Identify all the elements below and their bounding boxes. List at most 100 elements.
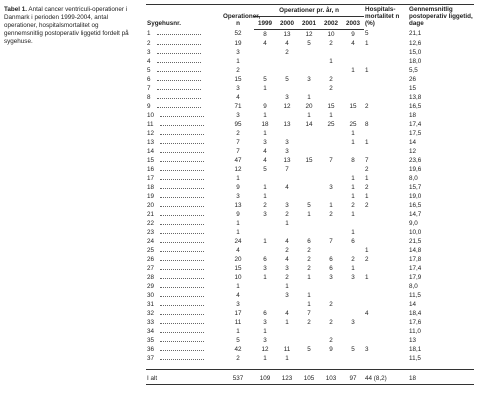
- year-2002: [320, 219, 342, 228]
- year-1999: 1: [263, 273, 267, 281]
- mortality: [364, 219, 408, 228]
- year-2000: 4: [285, 183, 289, 191]
- year-2001: [298, 84, 320, 93]
- hospital-cell: 23: [146, 228, 222, 237]
- table-row: 22 1 1 9,0: [146, 219, 474, 228]
- year-2002: [320, 327, 342, 336]
- hospital-nr: 24: [147, 237, 155, 245]
- header-operations: Operationer, n: [222, 4, 260, 29]
- year-2003: 1: [351, 264, 355, 272]
- total-operations: 537: [222, 368, 254, 385]
- header-mortality: Hospitals- mortalitet n (%): [364, 4, 409, 29]
- operations: 42: [234, 345, 242, 353]
- year-2001: 1: [307, 291, 311, 299]
- year-1999: [254, 228, 276, 237]
- year-2003: [342, 300, 364, 309]
- year-2000: 4: [285, 39, 289, 47]
- year-2001: 2: [307, 255, 311, 263]
- year-2003: 3: [351, 273, 355, 281]
- mortality: [364, 228, 408, 237]
- mortality: [364, 57, 408, 66]
- year-2001: [298, 57, 320, 66]
- mortality: [364, 93, 408, 102]
- table-row: 10 3 1 1 1 18: [146, 111, 474, 120]
- stay: 26: [409, 75, 417, 83]
- year-1999: 1: [263, 237, 267, 245]
- operations: 71: [234, 102, 242, 110]
- mortality: 1: [365, 246, 369, 254]
- table-row: 12 2 1 1 17,5: [146, 129, 474, 138]
- table-row: 33 11 3 1 2 2 3 17,6: [146, 318, 474, 327]
- leader-dots: [160, 201, 205, 207]
- year-2003: [342, 165, 364, 174]
- hospital-nr: 14: [147, 147, 155, 155]
- year-2003: 1: [351, 210, 355, 218]
- hospital-nr: 33: [147, 318, 155, 326]
- operations: 4: [236, 93, 240, 101]
- year-2003: 1: [351, 228, 355, 236]
- year-1999: [254, 48, 276, 57]
- hospital-nr: 34: [147, 327, 155, 335]
- table-row: 37 2 1 1 11,5: [146, 354, 474, 363]
- stay: 16,5: [409, 201, 422, 209]
- year-1999: [254, 300, 276, 309]
- stay: 19,0: [409, 192, 422, 200]
- stay: 15,0: [409, 48, 422, 56]
- year-2003: [342, 354, 364, 363]
- operations: 17: [234, 309, 242, 317]
- mortality: 1: [365, 138, 369, 146]
- operations: 10: [234, 273, 242, 281]
- hospital-nr: 28: [147, 273, 155, 281]
- year-2000: 11: [283, 345, 291, 353]
- leader-dots: [160, 138, 205, 144]
- year-2001: [298, 327, 320, 336]
- year-2002: 9: [329, 345, 333, 353]
- mortality: [364, 264, 408, 273]
- year-2001: 2: [307, 318, 311, 326]
- hospital-nr: 32: [147, 309, 155, 317]
- hospital-cell: 14: [146, 147, 222, 156]
- year-2003: [342, 246, 364, 255]
- hospital-nr: 16: [147, 165, 155, 173]
- year-2003: 2: [351, 201, 355, 209]
- operations: 2: [236, 129, 240, 137]
- total-year-2003: 97: [342, 368, 365, 385]
- mortality: 3: [365, 345, 369, 353]
- stay: 15: [409, 84, 417, 92]
- hospital-nr: 2: [147, 39, 151, 47]
- hospital-nr: 27: [147, 264, 155, 272]
- table-row: 28 10 1 2 1 3 3 1 17,9: [146, 273, 474, 282]
- hospital-cell: 22: [146, 219, 222, 228]
- leader-dots: [160, 210, 205, 216]
- leader-dots: [160, 291, 205, 297]
- year-1999: 3: [263, 318, 267, 326]
- year-2003: [342, 219, 364, 228]
- leader-dots: [156, 66, 201, 72]
- hospital-cell: 21: [146, 210, 222, 219]
- year-2001: [298, 165, 320, 174]
- year-2001: 1: [307, 300, 311, 308]
- hospital-nr: 21: [147, 210, 155, 218]
- stay: 14: [409, 300, 417, 308]
- year-2001: [298, 192, 320, 201]
- leader-dots: [156, 84, 201, 90]
- year-2002: [320, 354, 342, 363]
- hospital-cell: 28: [146, 273, 222, 282]
- table-row: 5 2 1 1 5,5: [146, 66, 474, 75]
- mortality: 1: [365, 39, 369, 47]
- mortality: 2: [365, 201, 369, 209]
- leader-dots: [160, 111, 205, 117]
- total-year-2000: 123: [276, 368, 298, 385]
- year-2000: 1: [285, 282, 289, 290]
- mortality: 1: [365, 192, 369, 200]
- year-2002: [320, 309, 342, 318]
- table-row: 29 1 1 8,0: [146, 282, 474, 291]
- year-2000: [276, 66, 298, 75]
- year-2002: 3: [329, 273, 333, 281]
- mortality: [364, 210, 408, 219]
- year-2000: [276, 327, 298, 336]
- table-row: 26 20 6 4 2 6 2 2 17,8: [146, 255, 474, 264]
- year-1999: 4: [263, 39, 267, 47]
- stay: 13,8: [409, 93, 422, 101]
- year-2001: [298, 66, 320, 75]
